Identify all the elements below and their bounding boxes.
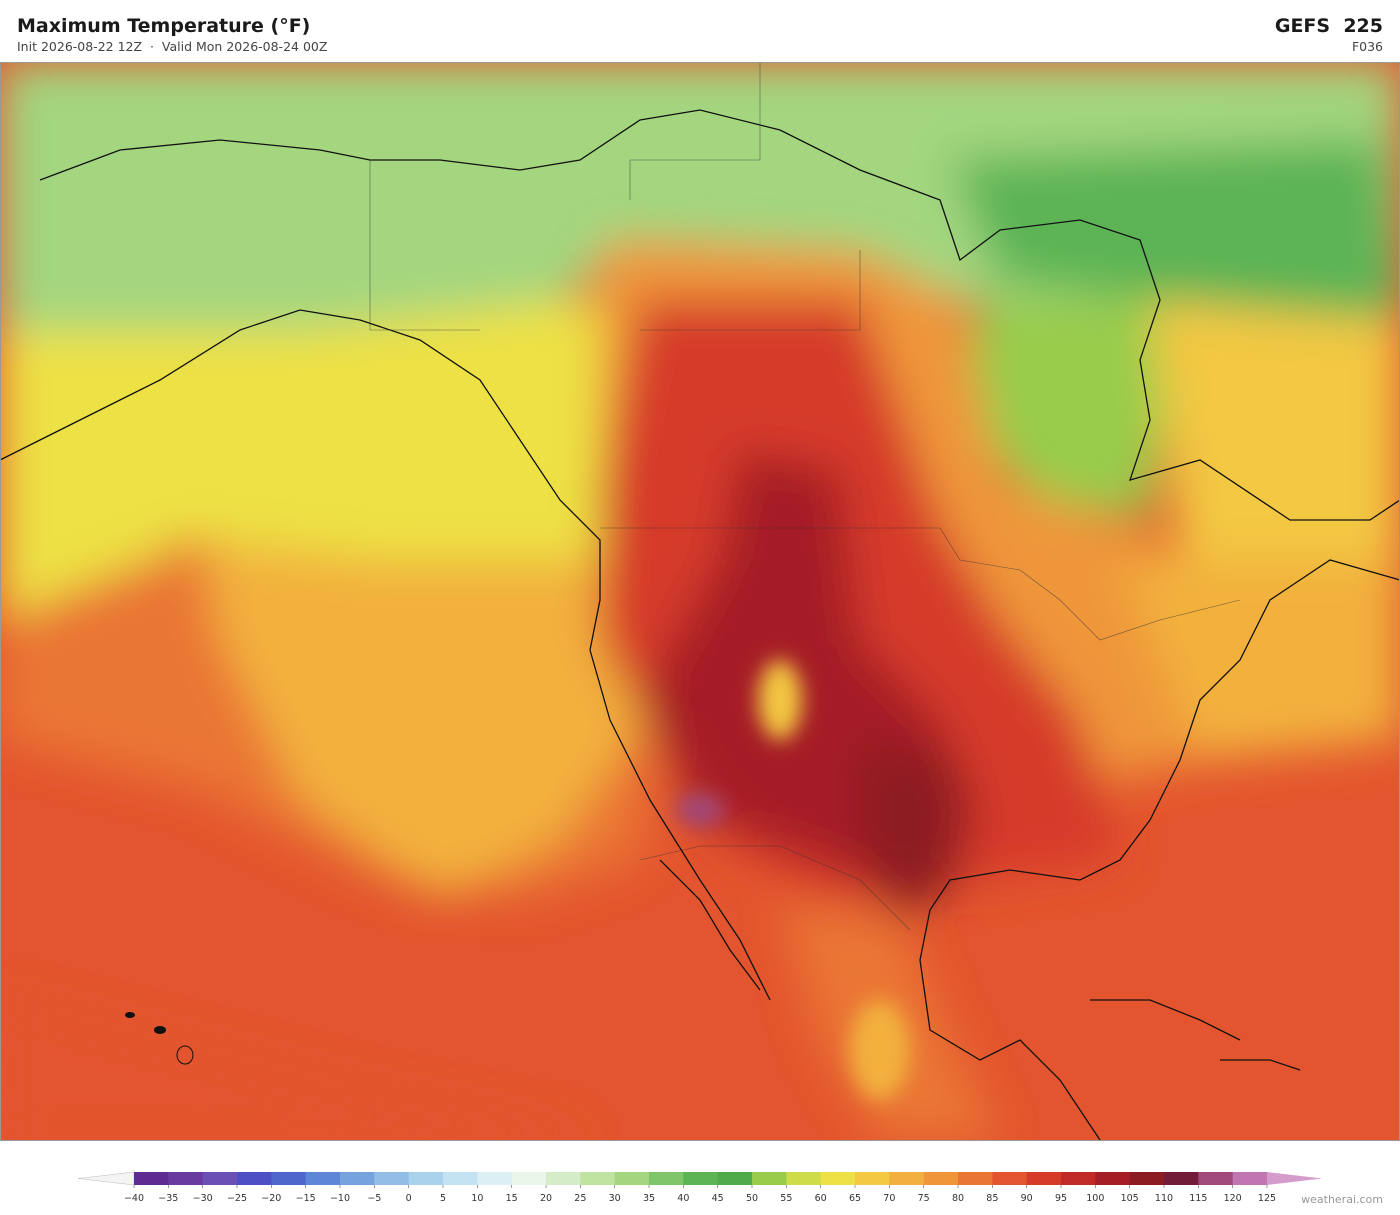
colorbar-swatch	[992, 1172, 1028, 1185]
colorbar-swatch	[374, 1172, 410, 1185]
colorbar-swatch	[580, 1172, 616, 1185]
colorbar-label: 60	[815, 1193, 827, 1204]
colorbar-swatch	[855, 1172, 890, 1185]
colorbar-label: 115	[1189, 1193, 1207, 1204]
colorbar-label: 55	[780, 1193, 792, 1204]
temperature-field	[0, 62, 1400, 1140]
colorbar-label: −15	[296, 1193, 316, 1204]
colorbar-label: 70	[883, 1193, 895, 1204]
colorbar-swatch	[237, 1172, 272, 1185]
colorbar-swatch	[511, 1172, 547, 1185]
colorbar-swatch	[477, 1172, 513, 1185]
colorbar-label: −40	[124, 1193, 144, 1204]
colorbar-swatch	[202, 1172, 238, 1185]
colorbar-swatch	[786, 1172, 822, 1185]
hawaii	[125, 1012, 194, 1065]
colorbar-label: 40	[677, 1193, 689, 1204]
colorbar-swatch	[408, 1172, 444, 1185]
colorbar-label: 30	[609, 1193, 621, 1204]
colorbar-label: 10	[471, 1193, 483, 1204]
colorbar-swatch	[546, 1172, 581, 1185]
colorbar-label: 105	[1121, 1193, 1139, 1204]
colorbar-label: −10	[330, 1193, 350, 1204]
colorbar-label: −25	[227, 1193, 247, 1204]
colorbar-label: 95	[1055, 1193, 1067, 1204]
colorbar-label: 0	[406, 1193, 412, 1204]
colorbar-swatch	[614, 1172, 650, 1185]
colorbar-swatch	[752, 1172, 787, 1185]
colorbar-label: 45	[712, 1193, 724, 1204]
colorbar-label: −35	[158, 1193, 178, 1204]
credit: weatherai.com	[1301, 1193, 1383, 1206]
colorbar-label: 90	[1021, 1193, 1033, 1204]
colorbar-swatch	[1129, 1172, 1165, 1185]
colorbar-label: −5	[367, 1193, 381, 1204]
colorbar-label: 25	[574, 1193, 586, 1204]
colorbar-label: 120	[1224, 1193, 1242, 1204]
colorbar-swatch	[1026, 1172, 1062, 1185]
map-subtitle: Init 2026-08-22 12Z · Valid Mon 2026-08-…	[17, 39, 328, 54]
model-label: GEFS 225	[1274, 15, 1383, 37]
colorbar-under	[77, 1171, 135, 1186]
colorbar-swatch	[168, 1172, 204, 1185]
colorbar-label: 100	[1086, 1193, 1104, 1204]
colorbar-swatch	[1198, 1172, 1234, 1185]
colorbar-over	[1267, 1172, 1322, 1185]
colorbar-swatch	[271, 1172, 307, 1185]
colorbar-swatch	[820, 1172, 856, 1185]
colorbar-swatch	[305, 1172, 341, 1185]
colorbar-swatch	[443, 1172, 478, 1185]
colorbar-label: 50	[746, 1193, 758, 1204]
colorbar-swatch	[340, 1172, 375, 1185]
forecast-hour: F036	[1351, 39, 1383, 54]
colorbar-swatch	[923, 1172, 959, 1185]
borders	[369, 62, 1241, 931]
colorbar-label: 110	[1155, 1193, 1173, 1204]
colorbar-label: 20	[540, 1193, 552, 1204]
colorbar-swatch	[889, 1172, 925, 1185]
map-title: Maximum Temperature (°F)	[17, 15, 311, 37]
colorbar-swatch	[717, 1172, 753, 1185]
colorbar-swatch	[1164, 1172, 1199, 1185]
colorbar-swatch	[1095, 1172, 1131, 1185]
colorbar-label: 65	[849, 1193, 861, 1204]
colorbar: −40 −35 −30 −25 −20 −15 −10 −5 0 5 10 15 20 25 30 35 40 4…	[77, 1171, 1322, 1204]
colorbar-label: 85	[986, 1193, 998, 1204]
colorbar-label: −30	[193, 1193, 213, 1204]
colorbar-swatch	[1232, 1172, 1268, 1185]
colorbar-label: 75	[918, 1193, 930, 1204]
colorbar-label: 35	[643, 1193, 655, 1204]
colorbar-swatch	[1061, 1172, 1096, 1185]
colorbar-label: 125	[1258, 1193, 1276, 1204]
colorbar-swatch	[683, 1172, 719, 1185]
colorbar-label: 15	[506, 1193, 518, 1204]
colorbar-label: 80	[952, 1193, 964, 1204]
colorbar-label: 5	[440, 1193, 446, 1204]
colorbar-swatch	[134, 1172, 169, 1185]
colorbar-swatch	[958, 1172, 993, 1185]
colorbar-swatch	[649, 1172, 684, 1185]
colorbar-label: −20	[261, 1193, 281, 1204]
